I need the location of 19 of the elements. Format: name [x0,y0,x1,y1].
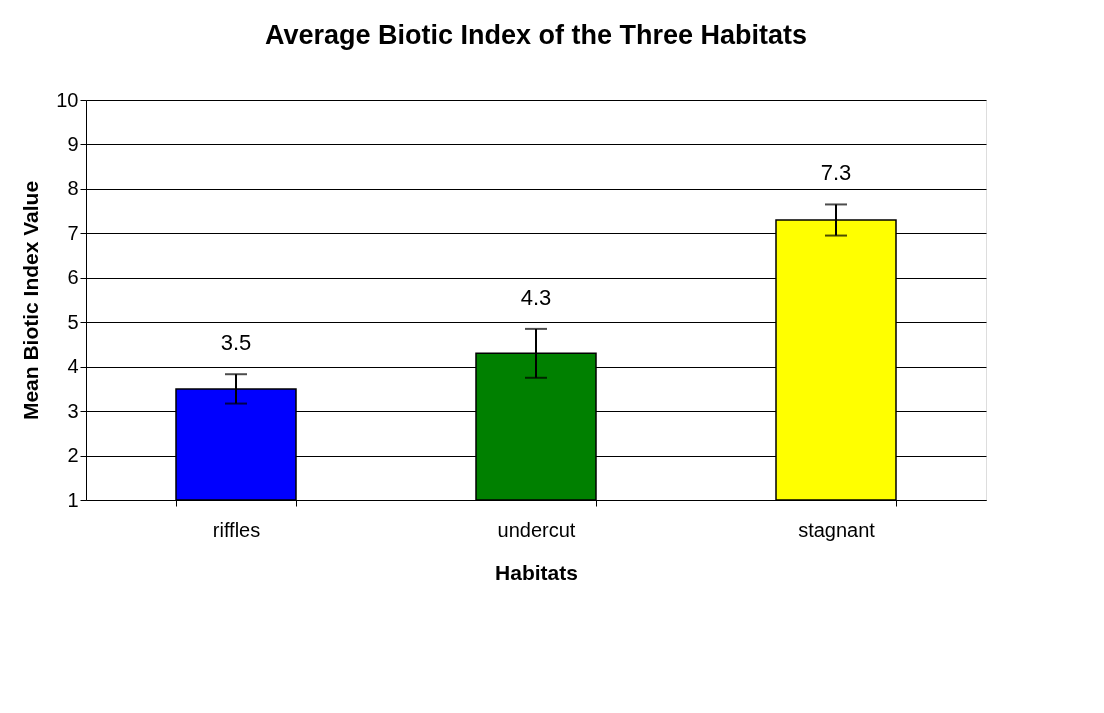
y-tick-label: 3 [67,399,79,422]
y-tick-label: 1 [67,488,79,511]
y-tick-label: 4 [67,355,79,378]
chart-title: Average Biotic Index of the Three Habitats [264,20,808,50]
data-label: 4.3 [520,284,552,310]
x-tick-label: stagnant [798,518,876,541]
y-tick-label: 9 [67,132,79,155]
data-label: 7.3 [820,160,852,186]
y-tick-label: 5 [67,310,79,333]
x-axis-title: Habitats [495,560,578,584]
x-tick-label: riffles [212,518,261,541]
y-tick-label: 2 [67,444,79,467]
y-tick-label: 6 [67,266,79,289]
y-tick-label: 7 [67,221,79,244]
x-tick-label: undercut [497,518,576,541]
y-tick-label: 10 [56,88,79,111]
y-tick-label: 8 [67,177,79,200]
y-axis-title: Mean Biotic Index Value [19,180,43,421]
data-label: 3.5 [220,330,252,356]
